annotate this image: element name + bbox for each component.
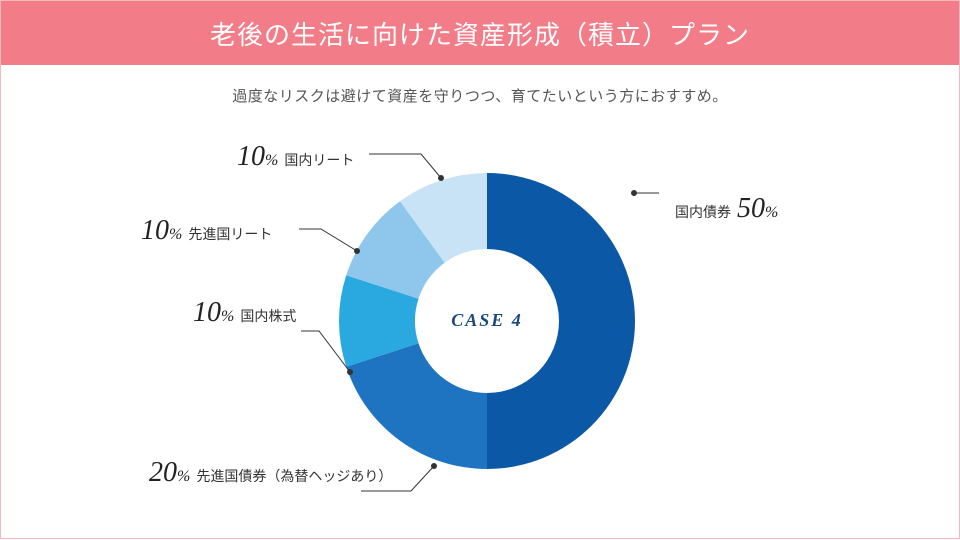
leader-dot-foreign-reit: [354, 248, 360, 254]
percent-unit: %: [177, 468, 190, 485]
leader-dot-domestic-equity: [347, 369, 353, 375]
donut-chart: CASE 4国内債券50%20%先進国債券（為替ヘッジあり）10%国内株式10%…: [1, 121, 959, 538]
callout-label-domestic-reit: 国内リート: [284, 152, 354, 168]
callout-foreign-reit: 10% 先進国リート: [141, 215, 278, 247]
callout-foreign-bonds: 20% 先進国債券（為替ヘッジあり）: [149, 457, 398, 489]
callout-domestic-bonds: 国内債券 50%: [669, 193, 778, 225]
callout-label-foreign-reit: 先進国リート: [188, 226, 272, 242]
donut-center-label: CASE 4: [432, 310, 542, 331]
page-frame: 老後の生活に向けた資産形成（積立）プラン 過度なリスクは避けて資産を守りつつ、育…: [0, 0, 960, 539]
leader-dot-foreign-bonds: [431, 463, 437, 469]
leader-line-foreign-reit: [299, 229, 357, 251]
header-band: 老後の生活に向けた資産形成（積立）プラン: [1, 1, 959, 65]
percent-unit: %: [765, 204, 778, 221]
callout-percent-foreign-reit: 10: [141, 215, 169, 246]
percent-unit: %: [169, 226, 182, 243]
callout-percent-foreign-bonds: 20: [149, 457, 177, 488]
page-subtitle: 過度なリスクは避けて資産を守りつつ、育てたいという方におすすめ。: [1, 85, 959, 106]
donut-segment-foreign-bonds: [346, 343, 487, 469]
callout-label-foreign-bonds: 先進国債券（為替ヘッジあり）: [196, 468, 392, 484]
percent-unit: %: [265, 152, 278, 169]
leader-dot-domestic-bonds: [631, 190, 637, 196]
leader-line-domestic-reit: [369, 154, 441, 178]
callout-domestic-reit: 10% 国内リート: [237, 141, 360, 173]
percent-unit: %: [221, 308, 234, 325]
callout-domestic-equity: 10% 国内株式: [193, 297, 302, 329]
page-title: 老後の生活に向けた資産形成（積立）プラン: [210, 15, 750, 52]
callout-label-domestic-bonds: 国内債券: [675, 204, 731, 220]
leader-dot-domestic-reit: [438, 175, 444, 181]
callout-label-domestic-equity: 国内株式: [240, 308, 296, 324]
callout-percent-domestic-reit: 10: [237, 141, 265, 172]
callout-percent-domestic-bonds: 50: [737, 193, 765, 224]
callout-percent-domestic-equity: 10: [193, 297, 221, 328]
